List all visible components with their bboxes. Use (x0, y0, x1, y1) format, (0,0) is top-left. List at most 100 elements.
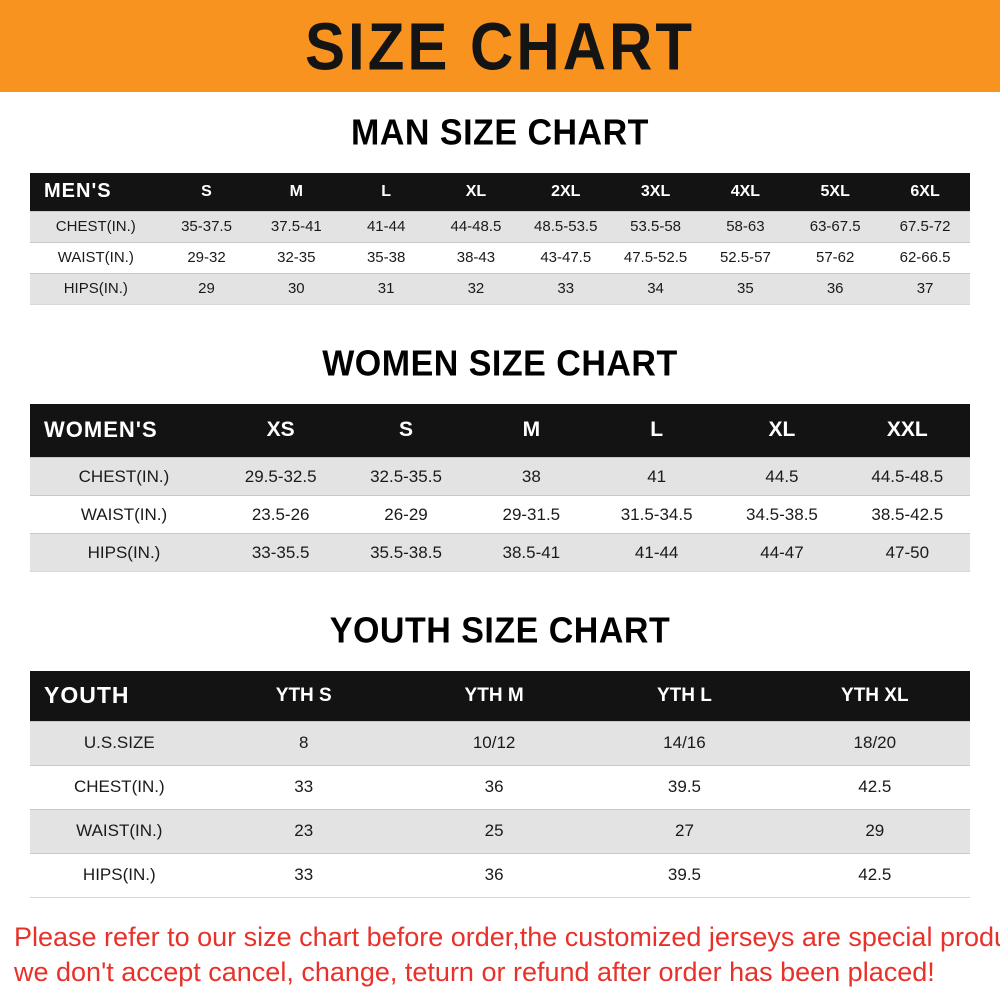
notice-line-1: Please refer to our size chart before or… (14, 921, 1000, 952)
table-row: CHEST(IN.) 29.5-32.5 32.5-35.5 38 41 44.5 44.5… (30, 457, 970, 496)
size-cell: 63-67.5 (809, 218, 861, 235)
order-notice: Please refer to our size chart before or… (0, 920, 1000, 991)
table-row: WAIST(IN.) 23 25 27 29 (30, 809, 970, 853)
size-cell: 36 (484, 777, 504, 796)
table-row: CHEST(IN.) 33 36 39.5 42.5 (30, 765, 970, 809)
size-cell: 58-63 (726, 218, 765, 235)
table-row: HIPS(IN.) 33-35.5 35.5-38.5 38.5-41 41-44 44-… (30, 533, 970, 572)
youth-size-table: YOUTH YTH S YTH M YTH L YTH XL U.S.SIZE 8 10/12… (30, 671, 970, 898)
size-cell: 8 (299, 733, 309, 752)
size-cell: 35-37.5 (181, 218, 232, 235)
youth-size-chart-section: YOUTH SIZE CHART YOUTH YTH S YTH M YTH L YTH… (0, 611, 1000, 898)
table-corner-label: MEN'S (30, 173, 162, 211)
size-cell: 47-50 (885, 542, 930, 562)
size-cell: 37.5-41 (270, 218, 322, 235)
size-column-header: YTH L (589, 671, 780, 721)
size-cell: 36 (826, 280, 844, 297)
size-cell: 36 (484, 865, 504, 884)
women-size-chart-section: WOMEN SIZE CHART WOMEN'S XS S M L XL XXL CHEST(… (0, 344, 1000, 573)
size-cell: 10/12 (472, 733, 516, 752)
size-cell: 26-29 (384, 504, 428, 524)
size-cell: 38 (521, 466, 541, 486)
size-cell: 23.5-26 (251, 504, 310, 524)
table-row: U.S.SIZE 8 10/12 14/16 18/20 (30, 721, 970, 765)
table-header-row: YOUTH YTH S YTH M YTH L YTH XL (30, 671, 970, 721)
page-title: SIZE CHART (305, 8, 695, 84)
size-column-header: S (343, 403, 469, 458)
size-cell: 31 (377, 280, 395, 297)
size-cell: 38-43 (456, 249, 496, 266)
size-cell: 35 (737, 280, 754, 297)
size-cell: 41-44 (366, 218, 406, 235)
size-cell: 43-47.5 (540, 249, 592, 266)
size-cell: 47.5-52.5 (623, 249, 688, 266)
row-label: CHEST(IN.) (78, 466, 170, 486)
size-cell: 31.5-34.5 (620, 504, 693, 524)
size-column-header: YTH M (398, 671, 590, 721)
row-label: WAIST(IN.) (57, 249, 134, 266)
size-cell: 41-44 (634, 542, 679, 562)
size-cell: 44-47 (760, 542, 804, 562)
size-cell: 53.5-58 (630, 218, 681, 235)
size-column-header: S (161, 173, 252, 211)
size-cell: 29-31.5 (502, 504, 561, 524)
size-column-header: 3XL (610, 173, 701, 211)
charts-container: MAN SIZE CHART MEN'S S M L XL 2XL 3XL 4XL 5XL 6XL… (0, 113, 1000, 898)
table-corner-label: YOUTH (30, 671, 209, 721)
size-cell: 62-66.5 (899, 249, 951, 266)
men-size-chart-section: MAN SIZE CHART MEN'S S M L XL 2XL 3XL 4XL 5XL 6XL… (0, 113, 1000, 305)
size-column-header: 4XL (700, 173, 791, 211)
table-row: HIPS(IN.) 29 30 31 32 33 34 35 36 37 (30, 273, 970, 304)
size-column-header: YTH XL (779, 671, 970, 721)
size-column-header: 2XL (520, 173, 611, 211)
size-cell: 33 (294, 777, 314, 796)
size-column-header: 6XL (880, 173, 970, 211)
size-cell: 18/20 (853, 733, 897, 752)
youth-chart-heading: YOUTH SIZE CHART (329, 611, 671, 651)
size-cell: 23 (294, 821, 314, 840)
size-cell: 35.5-38.5 (370, 542, 442, 562)
size-cell: 57-62 (816, 249, 855, 266)
row-label: WAIST(IN.) (80, 504, 168, 524)
size-cell: 52.5-57 (719, 249, 771, 266)
size-cell: 35-38 (366, 249, 406, 266)
row-label: WAIST(IN.) (76, 821, 163, 840)
table-corner-label: WOMEN'S (30, 403, 218, 458)
size-cell: 33 (557, 280, 575, 297)
size-cell: 14/16 (663, 733, 706, 752)
size-cell: 32-35 (277, 249, 316, 266)
size-cell: 39.5 (667, 865, 701, 884)
size-column-header: 5XL (790, 173, 881, 211)
size-cell: 29.5-32.5 (244, 466, 317, 486)
size-cell: 30 (287, 280, 305, 297)
size-column-header: M (251, 173, 342, 211)
size-cell: 42.5 (858, 865, 892, 884)
size-cell: 32 (467, 280, 485, 297)
row-label: CHEST(IN.) (55, 218, 136, 235)
women-size-table: WOMEN'S XS S M L XL XXL CHEST(IN.) 29.5-32.5 32.5… (30, 403, 970, 573)
size-cell: 29-32 (187, 249, 226, 266)
size-cell: 33 (294, 865, 314, 884)
size-column-header: XXL (844, 403, 970, 458)
size-column-header: M (468, 403, 594, 458)
row-label: CHEST(IN.) (73, 777, 165, 796)
size-column-header: YTH S (208, 671, 399, 721)
size-cell: 42.5 (858, 777, 892, 796)
table-row: WAIST(IN.) 29-32 32-35 35-38 38-43 43-47.5 47.… (30, 242, 970, 273)
size-column-header: XS (218, 403, 344, 458)
size-cell: 29 (865, 821, 885, 840)
size-column-header: XL (719, 403, 845, 458)
size-cell: 32.5-35.5 (370, 466, 442, 486)
size-column-header: L (593, 403, 720, 458)
size-cell: 33-35.5 (251, 542, 310, 562)
row-label: HIPS(IN.) (87, 542, 161, 562)
size-cell: 27 (674, 821, 694, 840)
size-cell: 37 (916, 280, 934, 297)
notice-line-2: we don't accept cancel, change, teturn o… (14, 957, 935, 988)
table-row: CHEST(IN.) 35-37.5 37.5-41 41-44 44-48.5 48.5… (30, 211, 970, 242)
size-cell: 34.5-38.5 (746, 504, 818, 524)
size-cell: 25 (484, 821, 504, 840)
size-cell: 44.5-48.5 (871, 466, 944, 486)
size-cell: 38.5-42.5 (871, 504, 944, 524)
